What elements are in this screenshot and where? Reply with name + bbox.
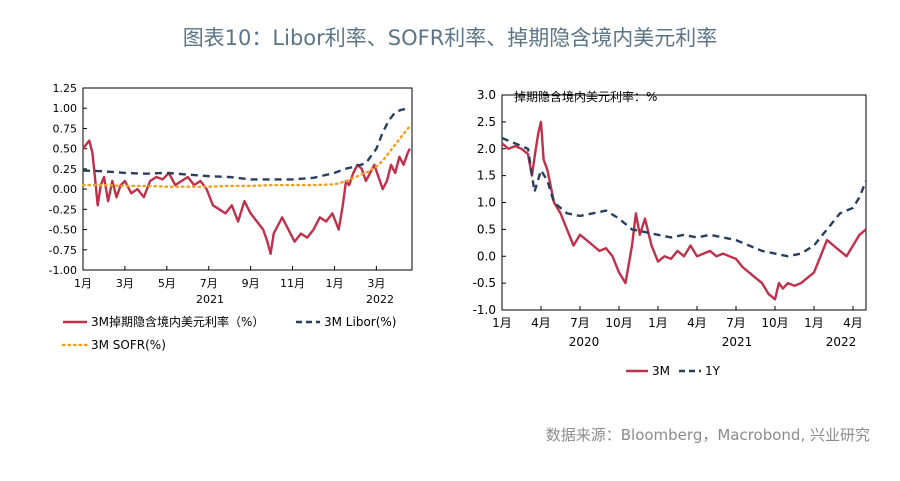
c1-x-tick-label: 7月 (200, 277, 218, 290)
c2-series-line-1 (501, 136, 868, 258)
c1-y-tick-label: 1.25 (53, 82, 78, 95)
c2-x-tick-label: 7月 (570, 316, 590, 330)
c1-legend-label-1: 3M Libor(%) (324, 315, 396, 329)
c2-x-tick-label: 1月 (804, 316, 824, 330)
c1-x-tick-label: 9月 (242, 277, 260, 290)
c1-series-line-2 (81, 124, 412, 188)
c2-x-tick-label: 4月 (531, 316, 551, 330)
c2-y-tick-label: 2.5 (477, 115, 496, 129)
c1-x-tick-label: 1月 (325, 277, 343, 290)
c1-series-line-1 (82, 107, 411, 181)
c2-series-line-0 (501, 120, 867, 301)
c1-y-tick-label: -0.25 (49, 203, 77, 216)
c2-x-tick-label: 4月 (843, 316, 863, 330)
figure-title: 图表10：Libor利率、SOFR利率、掉期隐含境内美元利率 (182, 26, 718, 50)
c2-year-label: 2020 (569, 335, 600, 349)
c1-x-tick-label: 3月 (116, 277, 134, 290)
c1-series-line-0 (82, 139, 411, 255)
c1-y-tick-label: -0.75 (49, 244, 77, 257)
c2-y-tick-label: 0.0 (477, 249, 496, 263)
c2-legend-label-1: 1Y (705, 364, 721, 378)
c1-y-tick-label: 1.00 (53, 102, 78, 115)
c1-y-tick-label: 0.75 (53, 122, 78, 135)
c2-y-tick-label: 3.0 (477, 88, 496, 102)
c1-legend-label-0: 3M掉期隐含境内美元利率（%） (91, 314, 264, 329)
c1-x-tick-label: 3月 (367, 277, 385, 290)
c1-x-tick-label: 1月 (74, 277, 92, 290)
c2-x-tick-label: 10月 (605, 316, 632, 330)
c1-y-tick-label: 0.00 (53, 183, 78, 196)
c2-x-tick-label: 4月 (687, 316, 707, 330)
source-note: 数据来源：Bloomberg，Macrobond, 兴业研究 (545, 426, 870, 444)
c1-y-tick-label: 0.25 (53, 163, 78, 176)
c2-y-tick-label: 1.5 (477, 169, 496, 183)
c2-y-tick-label: -1.0 (473, 303, 496, 317)
c2-y-tick-label: 1.0 (477, 196, 496, 210)
c1-year-label: 2021 (196, 293, 224, 306)
c2-x-tick-label: 1月 (492, 316, 512, 330)
c1-x-tick-label: 11月 (280, 277, 305, 290)
c1-y-tick-label: 0.50 (53, 143, 78, 156)
c2-x-tick-label: 1月 (648, 316, 668, 330)
c2-chart-title: 掉期隐含境内美元利率：% (514, 89, 657, 104)
c1-y-tick-label: -1.00 (49, 264, 77, 277)
c2-legend-label-0: 3M (652, 364, 670, 378)
c1-y-tick-label: -0.50 (49, 224, 77, 237)
c2-x-tick-label: 7月 (726, 316, 746, 330)
c2-year-label: 2022 (826, 335, 857, 349)
c1-year-label: 2022 (366, 293, 394, 306)
c2-y-tick-label: 0.5 (477, 222, 496, 236)
c1-plot-frame (82, 87, 413, 271)
c2-x-tick-label: 10月 (761, 316, 788, 330)
c1-x-tick-label: 5月 (158, 277, 176, 290)
c2-y-tick-label: -0.5 (473, 276, 496, 290)
c1-legend-label-2: 3M SOFR(%) (91, 338, 166, 352)
c2-plot-frame (501, 94, 867, 311)
c2-y-tick-label: 2.0 (477, 142, 496, 156)
c2-year-label: 2021 (722, 335, 753, 349)
